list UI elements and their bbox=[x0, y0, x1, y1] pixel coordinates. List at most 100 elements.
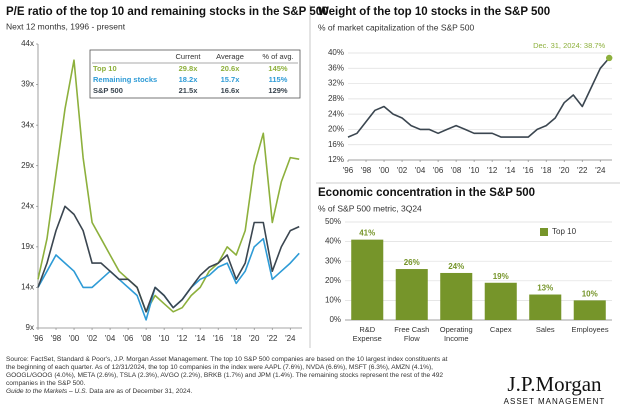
y-tick-label: 29x bbox=[21, 161, 34, 170]
x-tick-label: Operating Income bbox=[439, 325, 473, 343]
x-tick-label: '04 bbox=[415, 166, 426, 175]
y-tick-label: 19x bbox=[21, 242, 34, 251]
x-tick-label: Free Cash Flow bbox=[394, 325, 430, 343]
series-line bbox=[37, 59, 300, 313]
y-tick-label: 9x bbox=[26, 323, 34, 332]
table-cell: 29.8x bbox=[179, 64, 199, 73]
table-cell: 129% bbox=[268, 86, 288, 95]
x-tick-label: '16 bbox=[523, 166, 534, 175]
as-of-note: Data are as of December 31, 2024. bbox=[87, 388, 193, 395]
footer: Source: FactSet, Standard & Poor's, J.P.… bbox=[6, 356, 454, 396]
y-tick-label: 20% bbox=[325, 276, 341, 285]
chart-subtitle: % of market capitalization of the S&P 50… bbox=[318, 22, 475, 32]
x-tick-label: '10 bbox=[469, 166, 480, 175]
x-tick-label: '08 bbox=[451, 166, 462, 175]
x-tick-label: '24 bbox=[595, 166, 606, 175]
table-cell: 115% bbox=[269, 75, 288, 84]
x-tick-label: '06 bbox=[433, 166, 444, 175]
y-tick-label: 34x bbox=[21, 120, 34, 129]
y-tick-label: 40% bbox=[328, 48, 344, 57]
x-tick-label: Capex bbox=[489, 325, 512, 334]
x-tick-label: '02 bbox=[87, 334, 98, 343]
value-label: 13% bbox=[537, 284, 553, 293]
value-label: 10% bbox=[582, 290, 598, 299]
y-tick-label: 10% bbox=[325, 296, 341, 305]
end-marker bbox=[606, 54, 613, 62]
y-tick-label: 36% bbox=[328, 63, 344, 72]
logo-name: J.P.Morgan bbox=[507, 372, 602, 396]
y-tick-label: 14x bbox=[21, 283, 34, 292]
value-label: 41% bbox=[359, 229, 375, 238]
table-cell: 21.5x bbox=[179, 86, 199, 95]
x-tick-label: '10 bbox=[159, 334, 170, 343]
bar bbox=[395, 269, 428, 320]
y-tick-label: 16% bbox=[328, 140, 344, 149]
bar bbox=[529, 294, 562, 320]
guide-title: Guide to the Markets – U.S. bbox=[6, 388, 88, 395]
logo-subtitle: ASSET MANAGEMENT bbox=[503, 397, 606, 406]
y-tick-label: 50% bbox=[325, 217, 341, 226]
table-row-label: Remaining stocks bbox=[93, 75, 157, 84]
value-label: 26% bbox=[404, 258, 420, 267]
x-tick-label: '22 bbox=[577, 166, 588, 175]
x-tick-label: '20 bbox=[559, 166, 570, 175]
y-tick-label: 39x bbox=[21, 80, 34, 89]
y-tick-label: 30% bbox=[325, 256, 341, 265]
series-line bbox=[347, 57, 610, 138]
y-tick-label: 28% bbox=[328, 94, 344, 103]
x-tick-label: '04 bbox=[105, 334, 116, 343]
x-tick-label: '02 bbox=[397, 166, 408, 175]
chart-title: P/E ratio of the top 10 and remaining st… bbox=[6, 6, 329, 18]
x-tick-label: '24 bbox=[285, 334, 296, 343]
x-tick-label: '08 bbox=[141, 334, 152, 343]
annotation: Dec. 31, 2024: 38.7% bbox=[533, 41, 605, 50]
table-cell: 16.6x bbox=[221, 86, 241, 95]
y-tick-label: 20% bbox=[328, 125, 344, 134]
legend-label: Top 10 bbox=[552, 227, 577, 236]
x-tick-label: '00 bbox=[69, 334, 80, 343]
x-tick-label: R&D Expense bbox=[352, 325, 382, 343]
bar bbox=[440, 272, 473, 320]
table-cell: 18.2x bbox=[179, 75, 199, 84]
y-tick-label: 24% bbox=[328, 109, 344, 118]
x-tick-label: '12 bbox=[177, 334, 188, 343]
chart-title: Economic concentration in the S&P 500 bbox=[318, 187, 535, 199]
table-header: Average bbox=[216, 52, 244, 61]
y-tick-label: 40% bbox=[325, 237, 341, 246]
x-tick-label: '18 bbox=[541, 166, 552, 175]
x-tick-label: Employees bbox=[571, 325, 609, 334]
table-row-label: Top 10 bbox=[93, 64, 117, 73]
table-row-label: S&P 500 bbox=[93, 86, 123, 95]
y-tick-label: 44x bbox=[21, 39, 34, 48]
table-cell: 20.6x bbox=[221, 64, 241, 73]
y-tick-label: 0% bbox=[329, 315, 341, 324]
y-tick-label: 12% bbox=[328, 155, 344, 164]
table-cell: 145% bbox=[268, 64, 288, 73]
y-tick-label: 32% bbox=[328, 79, 344, 88]
x-tick-label: '96 bbox=[33, 334, 44, 343]
source-note: Source: FactSet, Standard & Poor's, J.P.… bbox=[6, 356, 448, 387]
x-tick-label: '20 bbox=[249, 334, 260, 343]
table-header: % of avg. bbox=[262, 52, 293, 61]
chart-title: Weight of the top 10 stocks in the S&P 5… bbox=[318, 6, 550, 18]
x-tick-label: '06 bbox=[123, 334, 134, 343]
x-tick-label: '98 bbox=[361, 166, 372, 175]
value-label: 19% bbox=[493, 272, 509, 281]
series-line bbox=[37, 205, 300, 313]
x-tick-label: '00 bbox=[379, 166, 390, 175]
x-tick-label: '12 bbox=[487, 166, 498, 175]
bar bbox=[573, 300, 606, 320]
x-tick-label: '16 bbox=[213, 334, 224, 343]
x-tick-label: '98 bbox=[51, 334, 62, 343]
bar bbox=[484, 282, 517, 320]
logo: J.P.Morgan ASSET MANAGEMENT bbox=[492, 372, 617, 406]
x-tick-label: '14 bbox=[195, 334, 206, 343]
x-tick-label: '14 bbox=[505, 166, 516, 175]
y-tick-label: 24x bbox=[21, 201, 34, 210]
bar bbox=[351, 239, 384, 320]
table-box bbox=[89, 49, 301, 99]
table-header: Current bbox=[175, 52, 201, 61]
x-tick-label: '22 bbox=[267, 334, 278, 343]
